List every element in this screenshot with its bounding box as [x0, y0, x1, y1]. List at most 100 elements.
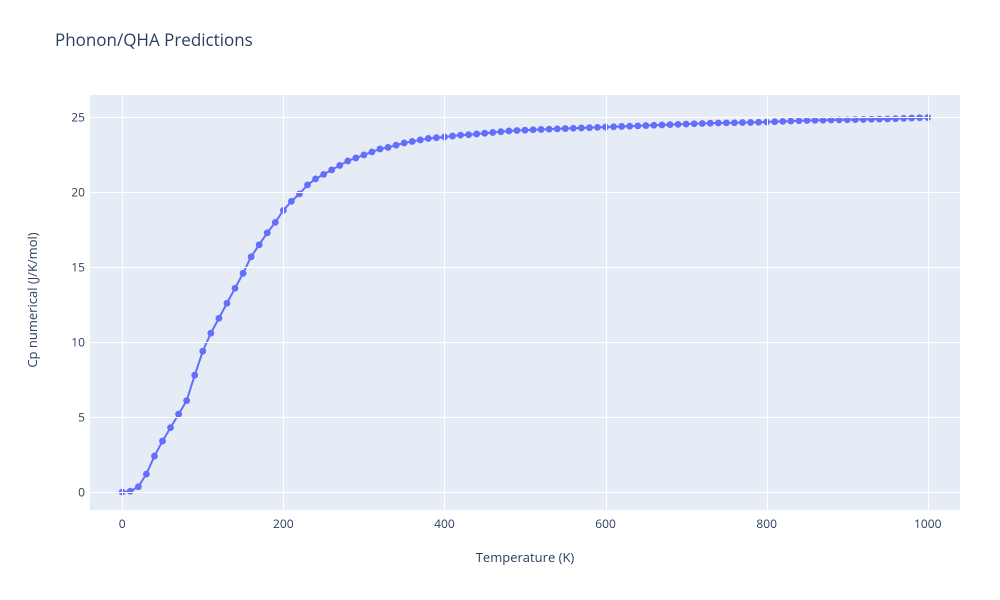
- series-marker: [771, 118, 778, 125]
- series-marker: [248, 253, 255, 260]
- series-marker: [626, 123, 633, 130]
- series-marker: [586, 124, 593, 131]
- series-marker: [755, 119, 762, 126]
- series-marker: [779, 118, 786, 125]
- series-marker: [723, 119, 730, 126]
- series-marker: [304, 181, 311, 188]
- chart-svg: [90, 95, 960, 510]
- y-tick-label: 15: [71, 259, 85, 276]
- series-marker: [320, 171, 327, 178]
- series-marker: [739, 119, 746, 126]
- series-marker: [787, 118, 794, 125]
- series-marker: [610, 123, 617, 130]
- series-marker: [352, 155, 359, 162]
- series-marker: [514, 127, 521, 134]
- series-marker: [538, 126, 545, 133]
- y-tick-label: 0: [78, 484, 85, 501]
- series-marker: [731, 119, 738, 126]
- x-tick-label: 400: [434, 515, 455, 532]
- series-marker: [369, 149, 376, 156]
- series-marker: [634, 122, 641, 129]
- series-marker: [159, 438, 166, 445]
- series-marker: [594, 124, 601, 131]
- series-marker: [385, 144, 392, 151]
- series-marker: [312, 176, 319, 183]
- grid-line-h: [90, 417, 960, 418]
- series-marker: [264, 229, 271, 236]
- series-marker: [240, 270, 247, 277]
- x-tick-label: 600: [595, 515, 616, 532]
- series-marker: [393, 142, 400, 149]
- series-marker: [256, 241, 263, 248]
- series-marker: [481, 130, 488, 137]
- series-marker: [578, 125, 585, 132]
- x-axis-label: Temperature (K): [476, 548, 575, 566]
- grid-line-v: [122, 95, 123, 510]
- series-marker: [272, 219, 279, 226]
- series-marker: [489, 129, 496, 136]
- series-marker: [699, 120, 706, 127]
- series-marker: [546, 126, 553, 133]
- series-marker: [417, 137, 424, 144]
- series-marker: [425, 135, 432, 142]
- series-marker: [618, 123, 625, 130]
- series-marker: [554, 125, 561, 132]
- series-marker: [167, 424, 174, 431]
- series-marker: [328, 167, 335, 174]
- series-marker: [135, 483, 142, 490]
- y-tick-label: 20: [71, 184, 85, 201]
- series-marker: [675, 121, 682, 128]
- series-marker: [505, 128, 512, 135]
- series-marker: [522, 127, 529, 134]
- series-marker: [667, 121, 674, 128]
- series-marker: [691, 120, 698, 127]
- grid-line-v: [606, 95, 607, 510]
- x-tick-label: 200: [273, 515, 294, 532]
- grid-line-v: [767, 95, 768, 510]
- series-marker: [497, 128, 504, 135]
- series-marker: [199, 348, 206, 355]
- series-marker: [707, 120, 714, 127]
- series-marker: [288, 198, 295, 205]
- series-marker: [659, 122, 666, 129]
- grid-line-h: [90, 267, 960, 268]
- x-tick-label: 800: [756, 515, 777, 532]
- series-marker: [224, 300, 231, 307]
- grid-line-v: [444, 95, 445, 510]
- series-marker: [715, 120, 722, 127]
- y-tick-label: 25: [71, 109, 85, 126]
- plot-area[interactable]: [90, 95, 960, 510]
- series-marker: [457, 132, 464, 139]
- grid-line-h: [90, 192, 960, 193]
- series-marker: [562, 125, 569, 132]
- chart-title: Phonon/QHA Predictions: [55, 28, 253, 51]
- grid-line-h: [90, 342, 960, 343]
- series-marker: [473, 131, 480, 138]
- series-marker: [409, 138, 416, 145]
- series-marker: [143, 471, 150, 478]
- y-tick-label: 5: [78, 409, 85, 426]
- series-marker: [344, 158, 351, 165]
- grid-line-v: [283, 95, 284, 510]
- grid-line-v: [928, 95, 929, 510]
- series-marker: [570, 125, 577, 132]
- grid-line-h: [90, 492, 960, 493]
- series-marker: [642, 122, 649, 129]
- series-marker: [151, 453, 158, 460]
- y-tick-label: 10: [71, 334, 85, 351]
- series-line: [122, 117, 928, 492]
- series-marker: [215, 315, 222, 322]
- series-marker: [683, 121, 690, 128]
- series-marker: [183, 397, 190, 404]
- grid-line-h: [90, 117, 960, 118]
- series-marker: [207, 330, 214, 337]
- series-marker: [530, 126, 537, 133]
- series-marker: [747, 119, 754, 126]
- series-marker: [449, 133, 456, 140]
- series-marker: [465, 131, 472, 138]
- series-marker: [360, 152, 367, 159]
- series-marker: [650, 122, 657, 129]
- chart-container: Phonon/QHA Predictions Cp numerical (J/K…: [0, 0, 1000, 600]
- series-marker: [191, 372, 198, 379]
- x-tick-label: 1000: [914, 515, 941, 532]
